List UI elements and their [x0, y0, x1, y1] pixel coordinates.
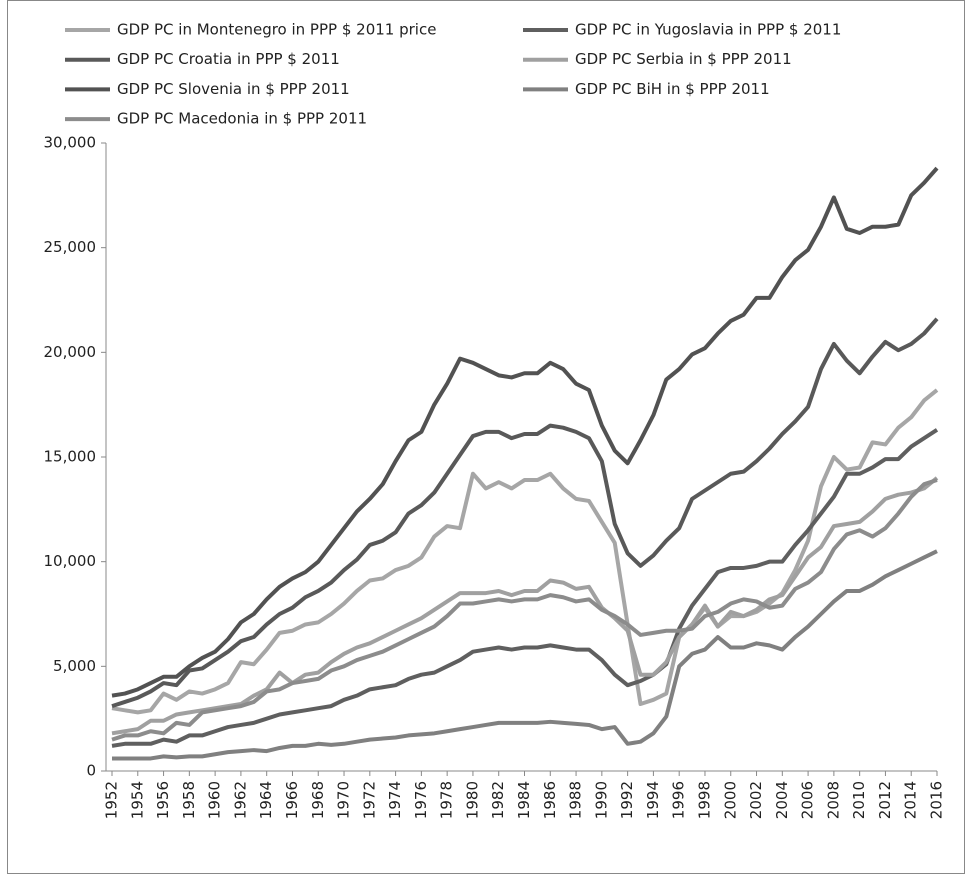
x-tick-label: 1970 — [335, 781, 353, 819]
x-tick-label: 1988 — [567, 781, 585, 819]
series-line — [111, 317, 939, 709]
series-line — [111, 166, 939, 698]
series-line — [111, 478, 938, 742]
x-tick-label: 1968 — [309, 781, 327, 819]
x-tick-label: 1992 — [618, 781, 636, 819]
x-tick-label: 2006 — [799, 781, 817, 819]
legend-label: GDP PC Slovenia in $ PPP 2011 — [117, 80, 350, 98]
x-tick-label: 1994 — [644, 781, 662, 819]
y-tick-label: 30,000 — [44, 134, 97, 152]
x-tick-label: 1972 — [360, 781, 378, 819]
legend-label: GDP PC Macedonia in $ PPP 2011 — [117, 110, 367, 128]
x-tick-label: 1962 — [231, 781, 249, 819]
x-tick-label: 1952 — [103, 781, 121, 819]
x-tick-label: 1980 — [463, 781, 481, 819]
x-tick-label: 1986 — [541, 781, 559, 819]
x-tick-label: 2008 — [824, 781, 842, 819]
x-tick-label: 1978 — [438, 781, 456, 819]
x-tick-label: 1998 — [695, 781, 713, 819]
x-tick-label: 1984 — [515, 781, 533, 819]
series-line — [111, 388, 939, 715]
x-tick-label: 1966 — [283, 781, 301, 819]
x-tick-label: 1954 — [128, 781, 146, 819]
y-tick-label: 10,000 — [44, 552, 97, 570]
legend-label: GDP PC in Yugoslavia in PPP $ 2011 — [575, 21, 841, 39]
legend-label: GDP PC Serbia in $ PPP 2011 — [575, 50, 792, 68]
y-tick-label: 25,000 — [44, 238, 97, 256]
x-tick-label: 1990 — [592, 781, 610, 819]
x-tick-label: 1976 — [412, 781, 430, 819]
series-line — [111, 476, 939, 736]
legend-label: GDP PC Croatia in PPP $ 2011 — [117, 50, 340, 68]
x-tick-label: 1960 — [206, 781, 224, 819]
y-tick-label: 0 — [86, 762, 96, 780]
x-tick-label: 2002 — [747, 781, 765, 819]
x-tick-label: 2014 — [902, 781, 920, 819]
legend-label: GDP PC BiH in $ PPP 2011 — [575, 80, 770, 98]
x-tick-label: 2012 — [876, 781, 894, 819]
x-tick-label: 1982 — [489, 781, 507, 819]
x-tick-label: 1974 — [386, 781, 404, 819]
x-tick-label: 1958 — [180, 781, 198, 819]
x-tick-label: 2016 — [928, 781, 946, 819]
y-tick-label: 5,000 — [53, 657, 96, 675]
series-line — [112, 549, 938, 761]
legend-label: GDP PC in Montenegro in PPP $ 2011 price — [117, 21, 436, 39]
x-tick-label: 1964 — [257, 781, 275, 819]
y-tick-label: 20,000 — [44, 343, 97, 361]
y-tick-label: 15,000 — [44, 448, 97, 466]
x-tick-label: 1996 — [670, 781, 688, 819]
x-tick-label: 2000 — [721, 781, 739, 819]
x-tick-label: 1956 — [154, 781, 172, 819]
series-line — [111, 428, 939, 748]
x-tick-label: 2010 — [850, 781, 868, 819]
x-tick-label: 2004 — [773, 781, 791, 819]
